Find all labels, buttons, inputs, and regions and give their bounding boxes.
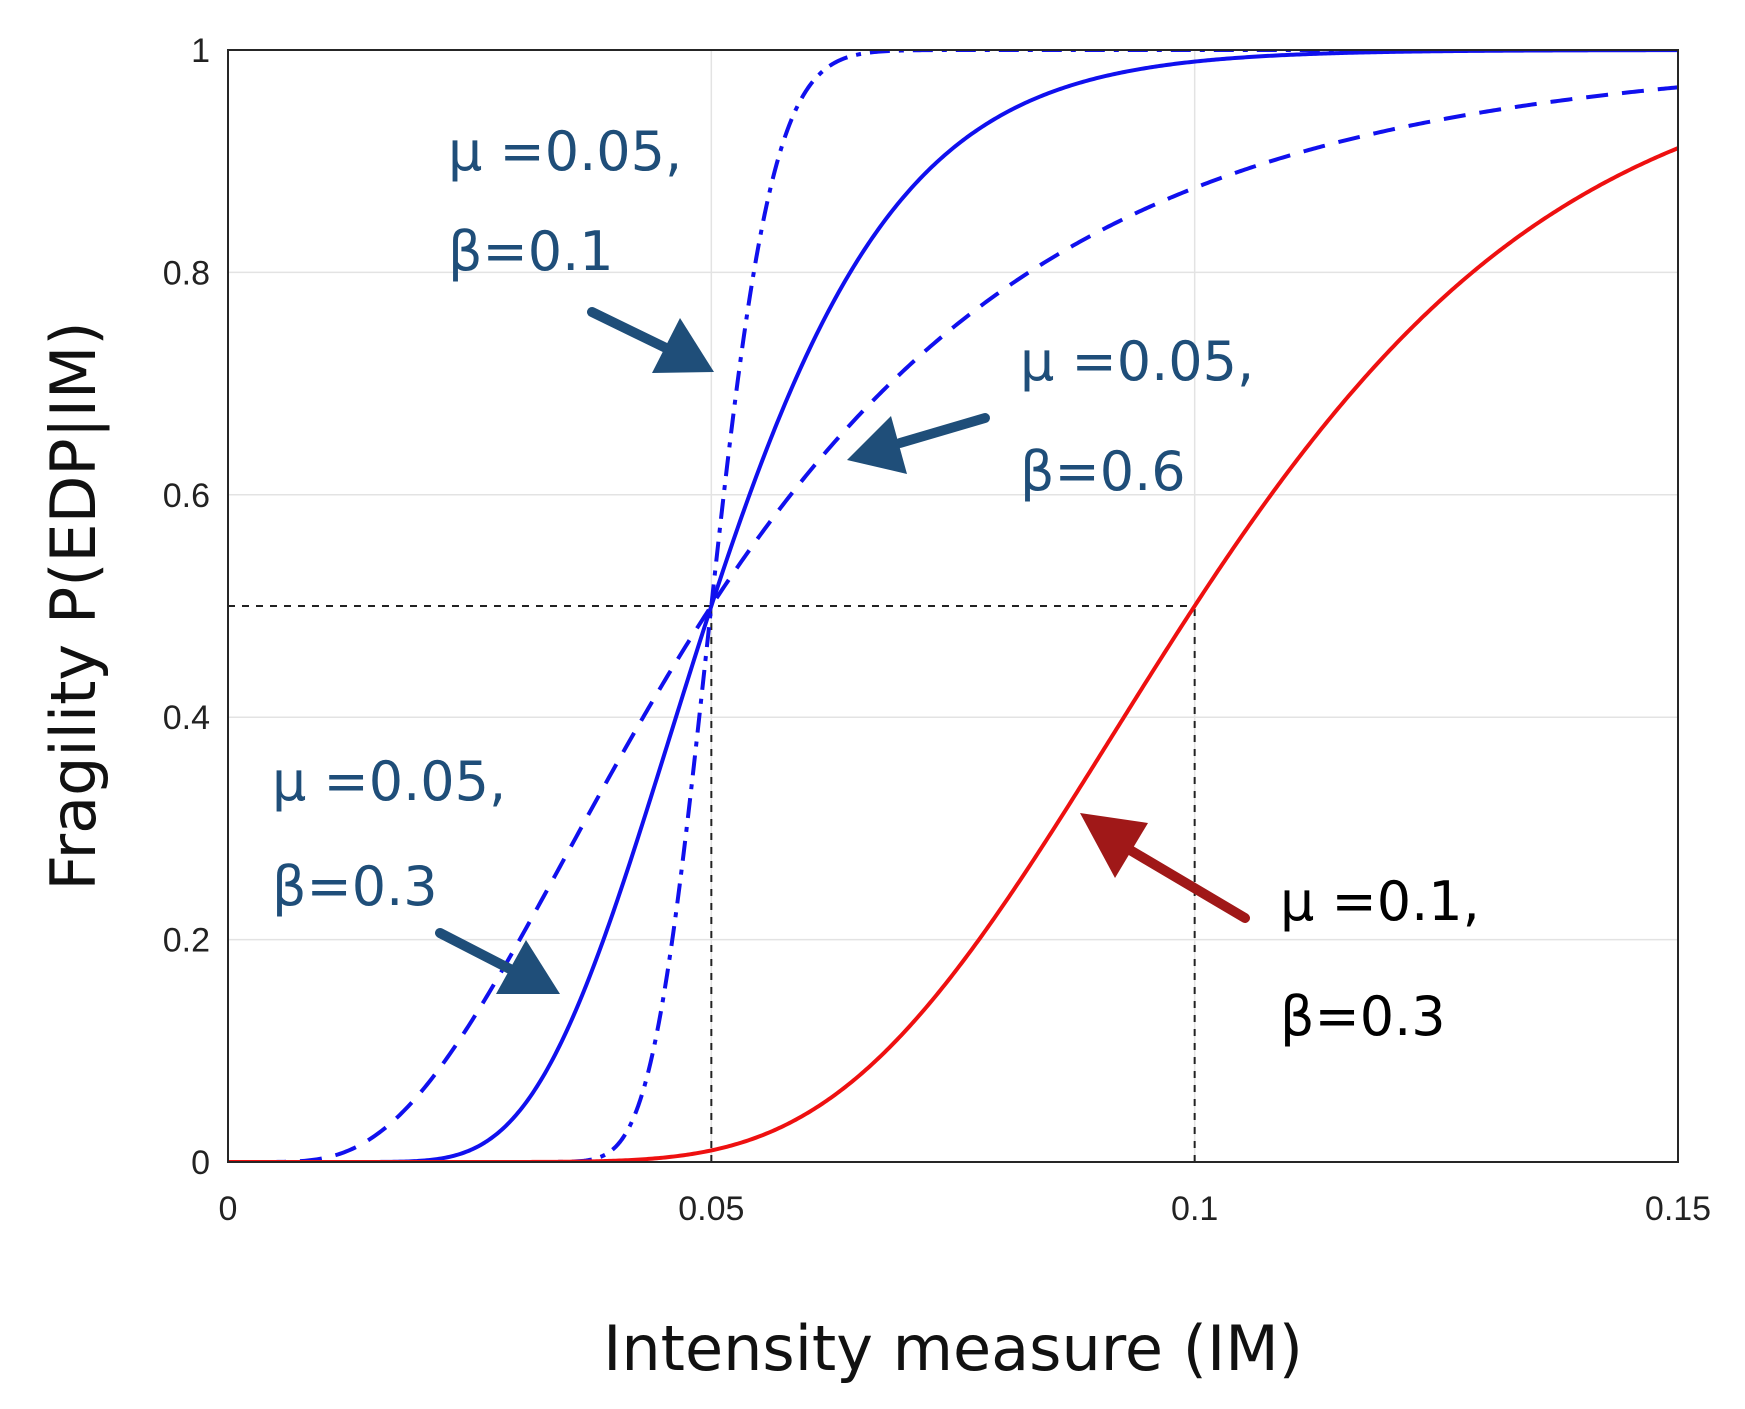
annotation-beta-0-1-line2: β=0.1: [448, 220, 614, 283]
annotation-beta-0-3-line2: β=0.3: [272, 855, 438, 918]
annotation-beta-0-1-line1: μ =0.05,: [448, 120, 682, 183]
y-tick-label-3: 0.6: [163, 477, 210, 515]
annotation-mu-0-1: μ =0.1, β=0.3: [1080, 813, 1480, 1048]
x-tick-label-1: 0.05: [678, 1190, 744, 1228]
annotation-beta-0-6-arrow: [847, 413, 990, 474]
reference-lines: [228, 605, 1196, 1162]
annotation-beta-0-3: μ =0.05, β=0.3: [272, 750, 560, 994]
series-line-1: [228, 50, 1678, 1162]
x-tick-label-2: 0.1: [1171, 1190, 1218, 1228]
y-axis-title: Fragility P(EDP|IM): [37, 321, 111, 890]
annotation-beta-0-6-line1: μ =0.05,: [1020, 330, 1254, 393]
x-tick-label-3: 0.15: [1645, 1190, 1711, 1228]
annotation-beta-0-1-arrow: [587, 307, 714, 373]
annotation-mu-0-1-line1: μ =0.1,: [1280, 870, 1480, 933]
annotation-beta-0-6: μ =0.05, β=0.6: [847, 330, 1254, 503]
series-group: [228, 50, 1678, 1162]
annotation-mu-0-1-arrow: [1080, 813, 1250, 923]
x-axis-title: Intensity measure (IM): [603, 1312, 1303, 1385]
y-tick-label-2: 0.4: [163, 699, 210, 737]
annotation-beta-0-6-line2: β=0.6: [1020, 440, 1186, 503]
y-tick-labels: 0 0.2 0.4 0.6 0.8 1: [163, 32, 210, 1182]
annotation-beta-0-3-arrow: [435, 928, 560, 994]
y-tick-label-4: 0.8: [163, 254, 210, 292]
y-tick-label-0: 0: [191, 1144, 210, 1182]
x-tick-labels: 0 0.05 0.1 0.15: [219, 1190, 1712, 1228]
x-tick-label-0: 0: [219, 1190, 238, 1228]
plot-background: [228, 50, 1678, 1162]
y-tick-label-1: 0.2: [163, 922, 210, 960]
annotation-beta-0-3-line1: μ =0.05,: [272, 750, 506, 813]
plot-frame: [227, 49, 1679, 1163]
y-tick-label-5: 1: [191, 32, 210, 70]
annotation-mu-0-1-line2: β=0.3: [1280, 985, 1446, 1048]
series-line-2: [228, 85, 1678, 1162]
series-line-3: [228, 146, 1678, 1162]
annotation-beta-0-1: μ =0.05, β=0.1: [448, 120, 714, 373]
